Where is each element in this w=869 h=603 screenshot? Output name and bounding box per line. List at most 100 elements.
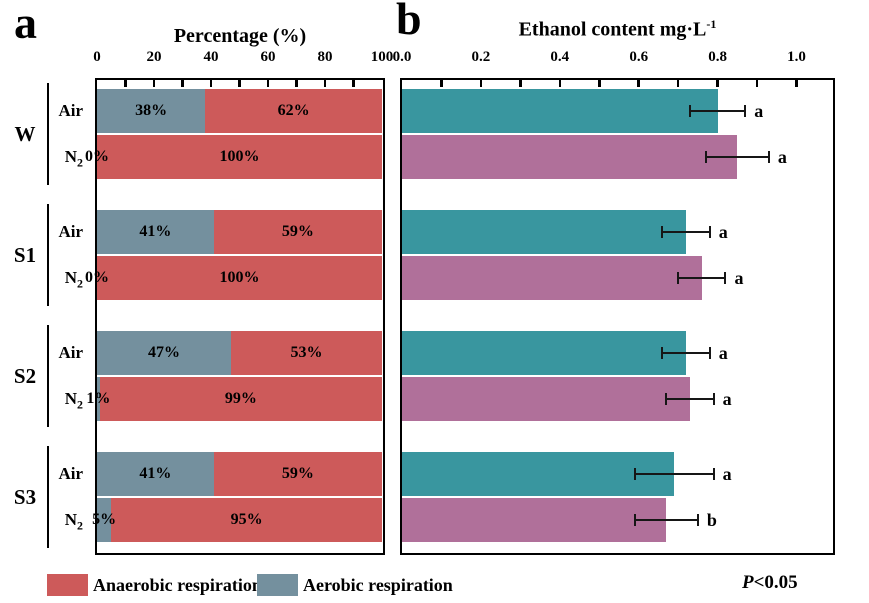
error-bar-line [689, 110, 746, 112]
aerobic-percent-label: 41% [139, 223, 172, 240]
error-bar-line [666, 398, 714, 400]
axis-tick [209, 80, 213, 87]
stacked-bar-row: 47% 53% Air [58, 331, 383, 375]
error-bar-cap-right [708, 347, 711, 359]
error-bar-cap-right [767, 151, 770, 163]
aerobic-percent-label: 0% [85, 269, 109, 286]
anaerobic-segment [205, 89, 382, 133]
axis-tick-label: 0.2 [471, 49, 491, 65]
legend-label-aerobic: Aerobic respiration [303, 575, 453, 595]
condition-label: N2 [64, 268, 83, 291]
error-bar-cap-right [712, 393, 715, 405]
condition-label: Air [58, 222, 83, 241]
condition-label: N2 [64, 389, 83, 412]
axis-tick-label: 1.0 [787, 49, 806, 65]
axis-tick-label: 20 [146, 49, 162, 65]
condition-label: Air [58, 343, 83, 362]
anaerobic-segment [111, 498, 382, 542]
axis-tick-label: 40 [203, 49, 219, 65]
error-bar-cap-left [704, 151, 707, 163]
stacked-bar-row: 41% 59% Air [58, 452, 383, 496]
anaerobic-percent-label: 59% [281, 223, 314, 240]
panel-a-letter: a [14, 0, 37, 48]
error-bar-cap-left [633, 468, 636, 480]
error-bar-cap-right [744, 105, 747, 117]
significance-letter: a [777, 147, 787, 167]
ethanol-bar [402, 256, 702, 300]
error-bar-cap-left [665, 393, 668, 405]
axis-tick [558, 80, 562, 87]
error-bar-cap-left [677, 272, 680, 284]
axis-tick [479, 80, 483, 87]
anaerobic-percent-label: 99% [224, 390, 257, 407]
axis-tick [440, 80, 443, 87]
anaerobic-percent-label: 100% [219, 269, 260, 286]
anaerobic-percent-label: 59% [281, 465, 314, 482]
significance-letter: a [722, 464, 732, 484]
axis-tick-label: 0 [93, 49, 101, 65]
error-bar-cap-right [724, 272, 727, 284]
anaerobic-segment [97, 256, 382, 300]
axis-tick-label: 80 [317, 49, 333, 65]
error-bar-cap-right [712, 468, 715, 480]
error-bar-line [634, 473, 714, 475]
panel-a-title: Percentage (%) [173, 25, 307, 47]
stacked-bar-row: 38% 62% Air [58, 89, 383, 133]
p-symbol: P [742, 572, 754, 593]
axis-tick [238, 80, 241, 87]
error-bar-line [662, 231, 710, 233]
group-label: S1 [13, 243, 37, 267]
axis-tick [124, 80, 127, 87]
axis-tick [323, 80, 327, 87]
axis-tick [716, 80, 719, 87]
axis-tick [181, 80, 184, 87]
aerobic-segment [97, 498, 112, 542]
axis-tick [295, 80, 298, 87]
panel-b-title-text: Ethanol content mg·L [518, 18, 707, 41]
panel-b-letter: b [396, 0, 422, 44]
axis-tick-label: 0.0 [392, 49, 412, 65]
aerobic-percent-label: 38% [135, 102, 168, 119]
aerobic-percent-label: 41% [139, 465, 172, 482]
aerobic-segment [97, 331, 231, 375]
error-bar-cap-right [708, 226, 711, 238]
axis-tick-label: 0.4 [550, 49, 570, 65]
anaerobic-segment [230, 331, 382, 375]
anaerobic-segment [213, 210, 382, 254]
stacked-bar-row: 0% 100% N2 [65, 256, 383, 300]
group-label: S2 [13, 364, 37, 388]
panel-b-axis-labels: 0.0 0.2 0.4 0.6 0.8 1.0 [393, 49, 832, 67]
axis-tick [152, 80, 156, 87]
anaerobic-segment [97, 135, 382, 179]
panel-b-title: Ethanol content mg·L-1 [400, 17, 835, 42]
group-label: W [14, 122, 36, 146]
error-bar-line [662, 352, 710, 354]
significance-letter: b [706, 510, 717, 530]
axis-tick [352, 80, 355, 87]
aerobic-percent-label: 0% [85, 148, 109, 165]
condition-label: Air [58, 101, 83, 120]
error-bar-cap-left [688, 105, 691, 117]
condition-label: N2 [64, 147, 83, 170]
axis-tick [266, 80, 270, 87]
aerobic-segment [97, 377, 100, 421]
condition-label: N2 [64, 510, 83, 533]
error-bar-cap-left [661, 347, 664, 359]
ethanol-bar [402, 452, 675, 496]
panel-a-axis-labels: 0 20 40 60 80 100 [93, 49, 393, 67]
legend-swatch-anaerobic [47, 574, 88, 596]
panel-a-plot-area: 38% 62% Air 0% 100% N2 41% 59% Air 0% 100% N2 47% 53%… [14, 78, 385, 555]
group-bracket [47, 446, 49, 548]
ethanol-bar [402, 498, 667, 542]
panel-b-title-superscript: -1 [706, 17, 717, 31]
ethanol-bar [402, 89, 718, 133]
aerobic-segment [97, 89, 206, 133]
aerobic-percent-label: 47% [147, 344, 180, 361]
axis-tick [755, 80, 759, 87]
condition-label: Air [58, 464, 83, 483]
aerobic-segment [97, 452, 214, 496]
p-threshold: <0.05 [753, 572, 798, 593]
axis-tick-label: 100 [370, 49, 394, 65]
error-bar-cap-left [661, 226, 664, 238]
group-bracket [47, 204, 49, 306]
